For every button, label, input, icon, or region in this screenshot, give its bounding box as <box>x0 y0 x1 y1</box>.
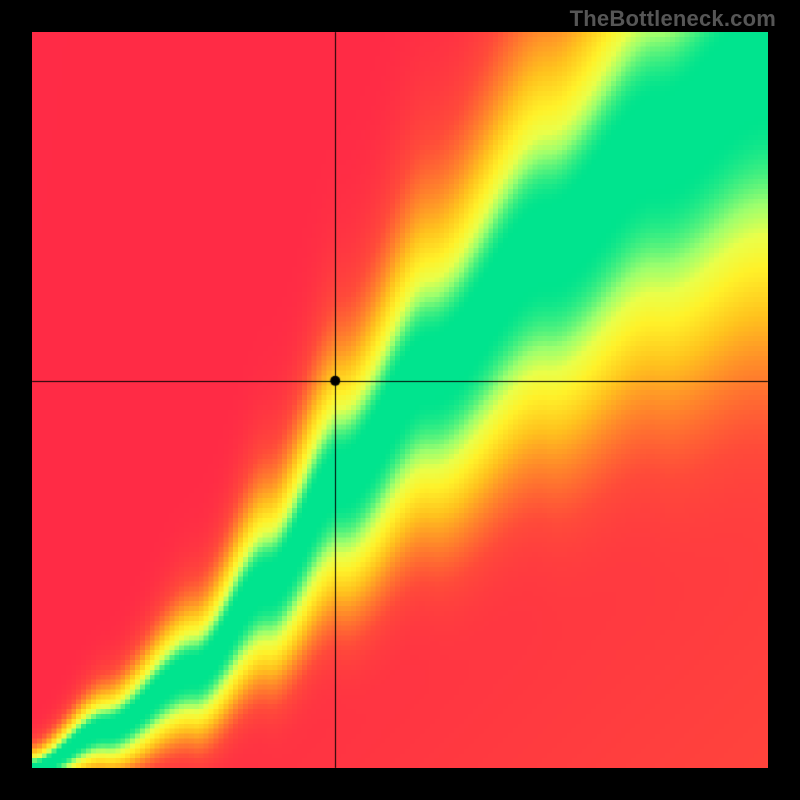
chart-container: TheBottleneck.com <box>0 0 800 800</box>
crosshair-overlay <box>0 0 800 800</box>
source-watermark: TheBottleneck.com <box>570 6 776 32</box>
